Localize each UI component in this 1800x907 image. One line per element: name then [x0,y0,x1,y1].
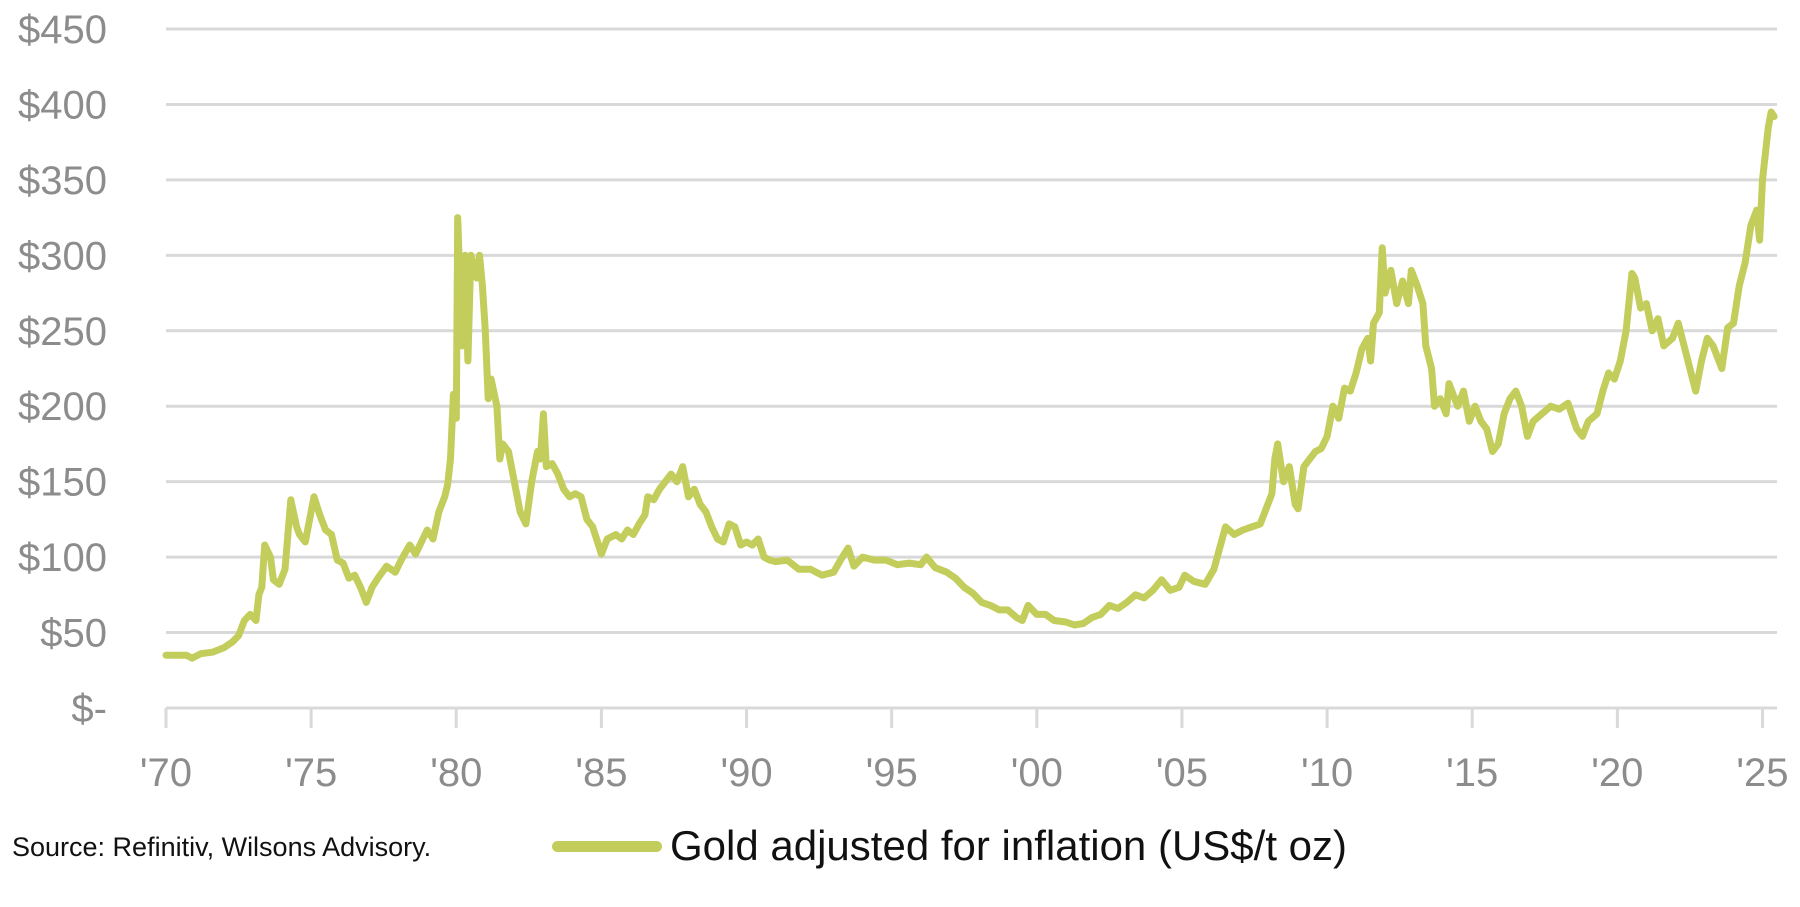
x-tick-label: '25 [1736,751,1788,795]
y-tick-label: $250 [18,310,107,354]
x-tick-label: '10 [1301,751,1353,795]
x-tick-label: '05 [1156,751,1208,795]
x-axis: '70 '75 '80 '85 '90 '95 '00 '05 '10 '15 '20 '25 [140,708,1789,795]
x-tick-label: '20 [1591,751,1643,795]
x-tick-label: '90 [720,751,772,795]
x-tick-label: '95 [866,751,918,795]
y-tick-label: $100 [18,536,107,580]
source-note: Source: Refinitiv, Wilsons Advisory. [12,832,432,862]
x-tick-label: '75 [285,751,337,795]
y-tick-label: $50 [40,612,107,656]
x-tick-label: '15 [1446,751,1498,795]
x-tick-label: '70 [140,751,192,795]
x-tick-label: '80 [430,751,482,795]
y-tick-label: $450 [18,8,107,52]
x-tick-label: '85 [575,751,627,795]
y-tick-label: $200 [18,385,107,429]
y-tick-label: $400 [18,83,107,127]
y-tick-label: $350 [18,159,107,203]
series-line-gold-inflation-adjusted [162,108,1778,662]
y-tick-label: $150 [18,461,107,505]
y-axis: $- $50 $100 $150 $200 $250 $300 $350 $400 $450 [18,8,107,731]
gridlines [166,27,1777,710]
legend-label: Gold adjusted for inflation (US$/t oz) [670,822,1348,869]
x-tick-label: '00 [1011,751,1063,795]
legend: Gold adjusted for inflation (US$/t oz) [552,822,1347,870]
legend-swatch [552,840,662,852]
y-tick-label: $- [71,687,107,731]
y-tick-label: $300 [18,234,107,278]
